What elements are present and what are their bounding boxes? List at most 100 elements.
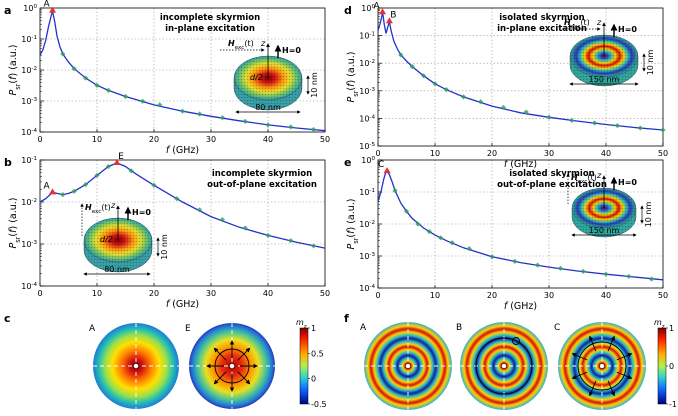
center-dot [501, 363, 507, 369]
data-point [592, 120, 598, 126]
heatmap-panel-f: A B Cmz 1 0 -1 [360, 318, 677, 410]
excitation-label: Hexc(t) [85, 203, 111, 215]
panel-label-a: a [4, 4, 11, 17]
data-point [557, 265, 563, 271]
mode-label: A [360, 323, 367, 333]
data-point [219, 217, 225, 223]
y-axis-label: Psr(f) (a.u.) [8, 44, 22, 95]
mode-label: A [89, 324, 96, 334]
chart-title: in-plane excitation [165, 24, 255, 34]
center-dot [599, 363, 605, 369]
data-point [649, 276, 655, 282]
excitation-label: Hexc(t) [564, 18, 590, 30]
height-label: 10 nm [644, 202, 653, 228]
mode-map-A: A [89, 323, 179, 409]
colorbar-title: mz [296, 318, 307, 330]
data-point [415, 221, 421, 227]
data-point [535, 262, 541, 268]
geometry-inset: z H=0 Hexc(t) d/2 80 nm 10 nm [80, 201, 169, 276]
panel-label-e: e [344, 156, 351, 169]
excitation-label: Hexc(t) [228, 39, 254, 51]
x-tick-label: 50 [658, 149, 668, 158]
y-axis-label: Psr(f) (a.u.) [8, 197, 22, 248]
data-point [242, 118, 248, 124]
data-point [128, 168, 134, 174]
geometry-inset: z H=0 Hexc(t) d/2 80 nm 10 nm [220, 39, 319, 114]
x-tick-label: 30 [206, 289, 216, 298]
mode-map-E: E [185, 323, 275, 409]
peak-marker [113, 158, 121, 165]
data-point [60, 192, 66, 198]
data-point [83, 181, 89, 188]
geometry-inset: z H=0 Hexc(t) 150 nm 10 nm [556, 18, 655, 87]
h-field-label: H=0 [618, 25, 637, 34]
h-field-label: H=0 [618, 178, 637, 187]
data-point [614, 122, 620, 129]
x-axis-label: f (GHz) [166, 145, 199, 156]
x-axis-label: f (GHz) [504, 159, 537, 170]
z-axis-label: z [596, 171, 602, 180]
width-label: 150 nm [589, 75, 620, 84]
x-tick-label: 10 [92, 289, 102, 298]
data-point [179, 108, 186, 114]
y-tick-label: 10-2 [21, 66, 37, 75]
chart-title: out-of-plane excitation [497, 180, 607, 190]
data-point [421, 73, 427, 79]
x-tick-label: 50 [320, 289, 330, 298]
chart-title: isolated skyrmion [509, 169, 594, 179]
data-point [426, 228, 432, 235]
data-point [438, 235, 444, 241]
data-point [288, 124, 294, 130]
data-point [242, 225, 248, 231]
data-point [546, 114, 552, 120]
height-label: 10 nm [310, 72, 319, 98]
chart-title: incomplete skyrmion [212, 169, 312, 179]
x-tick-label: 30 [206, 135, 216, 144]
data-point [60, 51, 66, 57]
y-axis-label: Psr(f) (a.u.) [346, 198, 360, 249]
y-tick-label: 10-1 [21, 156, 37, 165]
data-point [94, 82, 100, 88]
data-point [311, 243, 317, 249]
data-point [432, 81, 438, 87]
series-line [377, 12, 664, 131]
colorbar-tick-label: -1 [669, 400, 677, 409]
width-label: 80 nm [104, 265, 130, 274]
data-point [580, 268, 586, 275]
x-tick-label: 0 [37, 289, 42, 298]
peak-label: A [43, 0, 50, 10]
y-tick-label: 100 [23, 4, 37, 13]
breathing-arrow [237, 371, 251, 385]
radius-label: d/2 [100, 235, 113, 244]
y-tick-label: 100 [361, 156, 375, 165]
data-point [94, 172, 100, 178]
data-point [265, 122, 271, 128]
data-point [523, 109, 529, 115]
x-axis-label: f (GHz) [166, 299, 199, 310]
mode-map-A: A [360, 322, 452, 410]
data-point [151, 182, 157, 188]
data-point [500, 104, 506, 111]
data-point [140, 98, 146, 104]
mode-map-B: B [456, 322, 548, 410]
z-axis-label: z [110, 201, 116, 210]
breathing-arrow [213, 371, 227, 385]
x-tick-label: 40 [263, 289, 273, 298]
y-tick-label: 10-3 [21, 97, 37, 106]
mode-label: C [554, 323, 560, 333]
h-field-label: H=0 [282, 46, 301, 55]
panel-label-b: b [4, 156, 12, 169]
data-point [157, 102, 163, 108]
x-tick-label: 0 [375, 149, 380, 158]
breathing-arrow [607, 380, 615, 397]
colorbar-tick-label: 0 [669, 362, 674, 371]
width-label: 80 nm [255, 103, 281, 112]
x-tick-label: 20 [149, 289, 159, 298]
y-tick-label: 10-4 [359, 114, 375, 123]
panel-label-c: c [4, 312, 11, 325]
mode-label: B [456, 323, 462, 333]
peak-label: B [390, 10, 396, 20]
peak-marker [49, 6, 57, 13]
panel-label-d: d [344, 4, 352, 17]
